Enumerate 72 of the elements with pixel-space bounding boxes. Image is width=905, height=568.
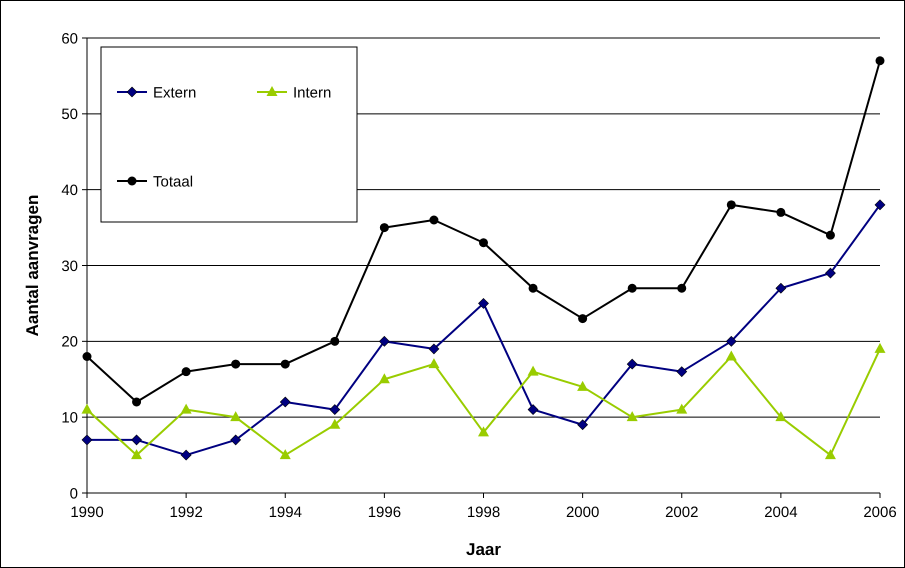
point (280, 449, 291, 460)
point (528, 366, 539, 376)
point (380, 223, 389, 232)
point (528, 284, 538, 293)
point (280, 360, 290, 369)
point (776, 282, 786, 294)
point (826, 230, 835, 240)
point (775, 411, 786, 422)
y-tick-label: 20 (61, 334, 78, 351)
point (478, 298, 489, 309)
point (428, 344, 440, 354)
point (230, 434, 241, 446)
point (478, 426, 489, 436)
point (676, 404, 688, 414)
point (528, 404, 538, 415)
point (626, 411, 638, 422)
x-tick-label: 1992 (169, 504, 203, 521)
point (330, 336, 340, 346)
point (182, 367, 191, 376)
y-axis-title: Aantal aanvragen (23, 194, 42, 336)
point (82, 352, 92, 361)
point (378, 373, 390, 384)
y-tick-label: 50 (61, 106, 78, 124)
point (82, 404, 92, 414)
point (131, 449, 142, 460)
point (280, 396, 291, 408)
point (726, 200, 736, 210)
point (429, 216, 438, 224)
x-tick-label: 1998 (466, 504, 500, 521)
point (776, 208, 786, 217)
x-tick-label: 1996 (368, 504, 402, 521)
point (628, 284, 637, 293)
x-tick-label: 2006 (863, 504, 897, 521)
point (329, 418, 340, 429)
point (577, 380, 588, 391)
point (330, 404, 340, 415)
point (824, 449, 836, 460)
y-tick-label: 40 (61, 182, 78, 199)
legend-label: Totaal (153, 173, 194, 190)
x-axis-title: Jaar (466, 540, 502, 559)
point (479, 238, 488, 248)
point (82, 434, 92, 446)
x-tick-label: 2002 (665, 504, 698, 521)
point (874, 342, 886, 353)
x-tick-label: 2004 (764, 504, 798, 521)
point (726, 350, 737, 360)
point (578, 314, 588, 324)
legend-label: Intern (293, 84, 332, 102)
point (577, 419, 588, 430)
point (726, 336, 737, 347)
y-tick-label: 10 (61, 409, 78, 426)
point (677, 284, 686, 293)
point (231, 360, 240, 369)
x-tick-label: 1990 (70, 504, 104, 521)
x-tick-label: 2000 (566, 504, 600, 521)
point (626, 358, 638, 370)
x-tick-label: 1994 (268, 504, 302, 521)
y-tick-label: 60 (61, 30, 78, 48)
point (676, 366, 688, 377)
point (874, 200, 886, 210)
point (180, 404, 192, 414)
point (379, 336, 390, 347)
point (825, 268, 836, 278)
point (876, 56, 884, 66)
y-tick-label: 0 (70, 485, 78, 502)
point (428, 358, 440, 368)
point (132, 398, 142, 406)
point (131, 434, 142, 446)
point (180, 450, 192, 460)
point (230, 411, 242, 422)
y-tick-label: 30 (61, 258, 78, 275)
legend-label: Extern (153, 84, 196, 102)
